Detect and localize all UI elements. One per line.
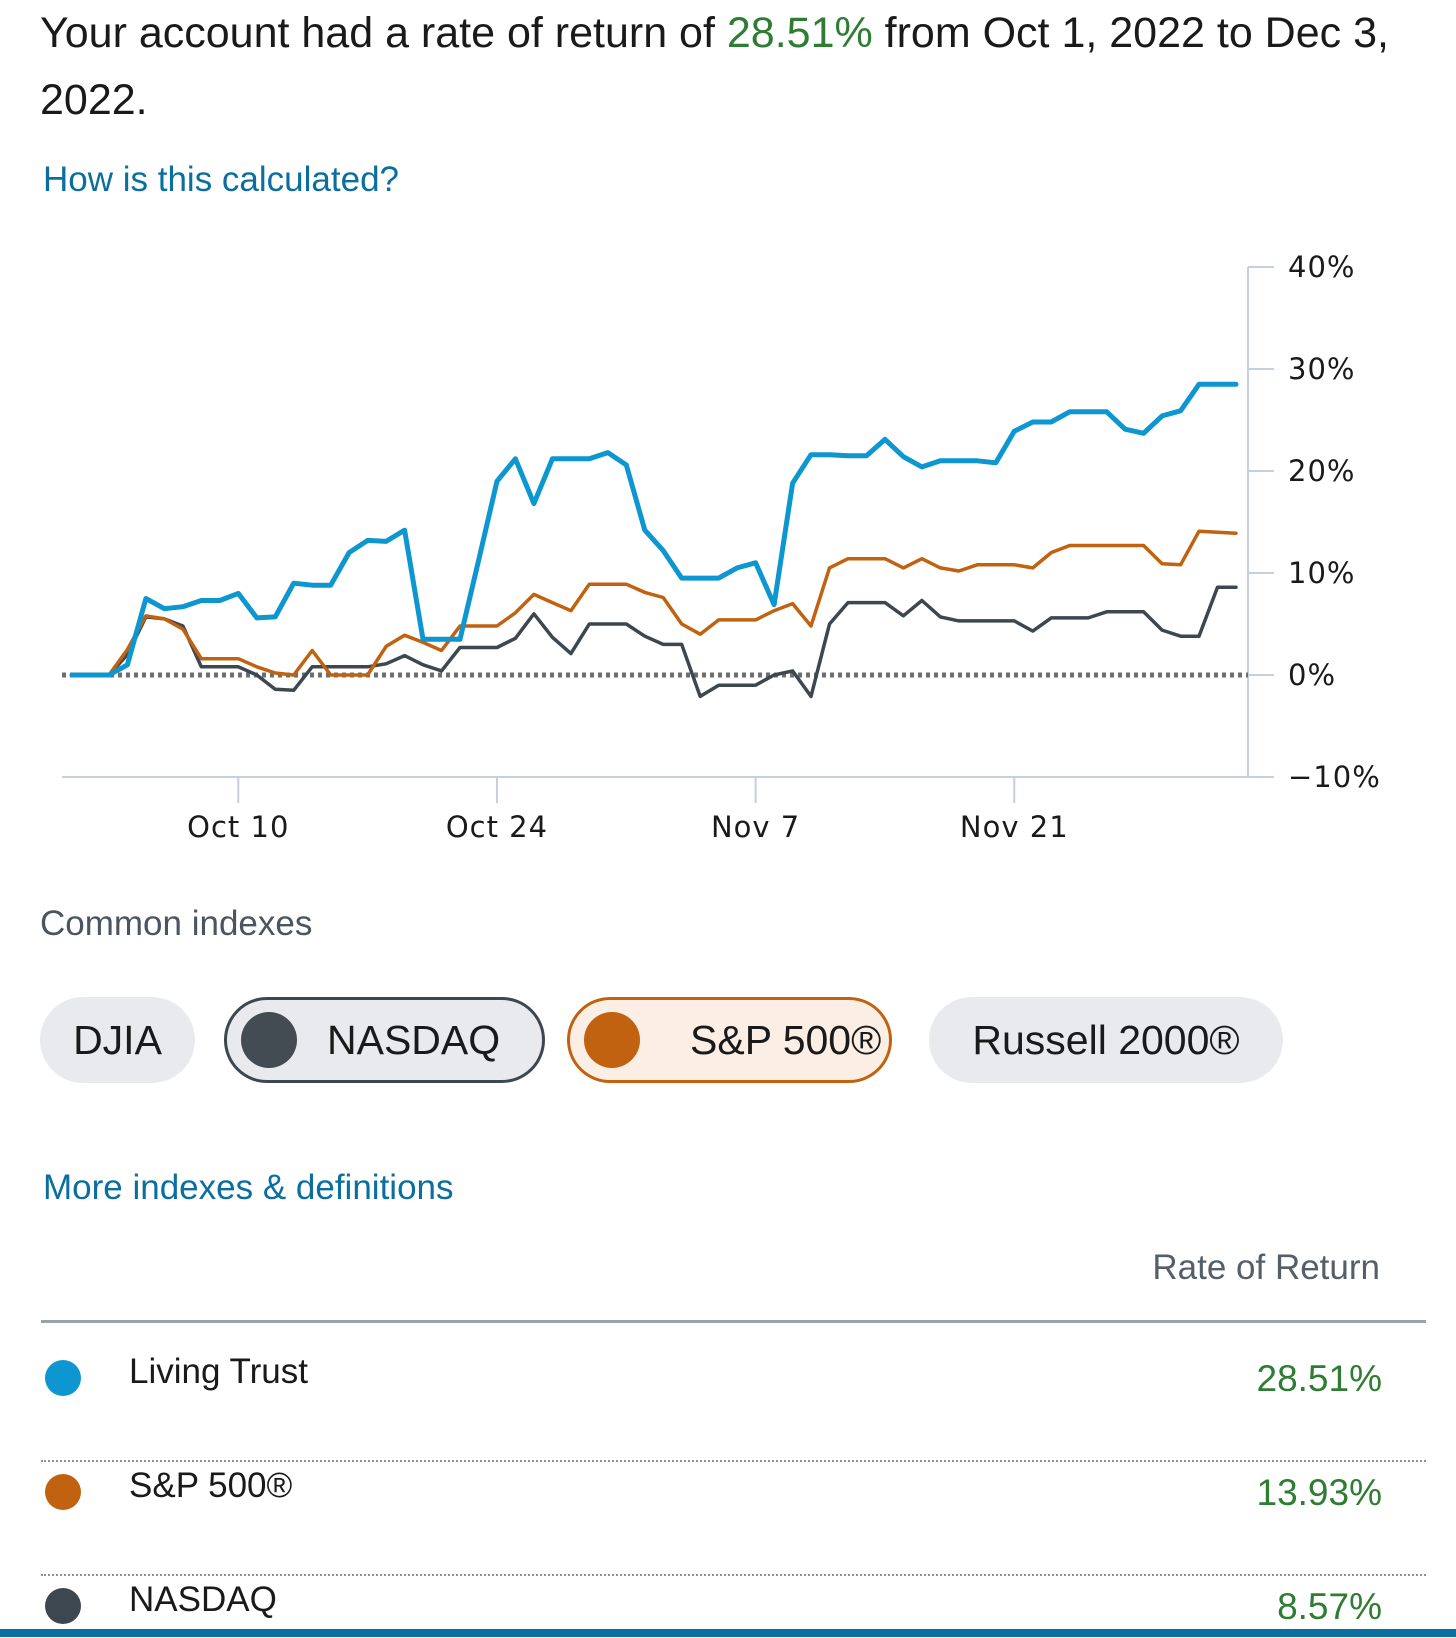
chart-tick-labels: 40% 30% 20% 10% 0% −10% Oct 10 Oct 24 Nov 7 Nov 2… [187,250,1381,840]
djia-chip[interactable]: DJIA [40,997,195,1083]
headline-prefix: Your account had a rate of return of [40,9,727,57]
sp500-chip[interactable]: S&P 500® [567,997,892,1083]
y-tick-label: 10% [1288,556,1355,590]
y-tick-label: −10% [1288,760,1381,794]
x-tick-label: Nov 21 [960,810,1069,840]
row-name: NASDAQ [129,1580,277,1619]
nasdaq-chip-label: NASDAQ [327,1016,501,1063]
row-value: 8.57% [1277,1586,1382,1627]
living-trust-line [69,381,1239,678]
djia-chip-label: DJIA [73,1016,162,1063]
table-row: NASDAQ 8.57% [41,1578,1426,1638]
russell-2000-chip[interactable]: Russell 2000® [929,997,1283,1083]
y-tick-label: 0% [1288,658,1336,692]
sp500-dot-icon [45,1474,81,1510]
russell-chip-label: Russell 2000® [972,1016,1240,1063]
y-tick-label: 30% [1288,352,1355,386]
nasdaq-dot-icon [45,1588,81,1624]
chart-series [69,381,1239,699]
sp500-line [70,529,1238,677]
row-name: S&P 500® [129,1466,293,1505]
x-tick-label: Oct 24 [446,810,548,840]
headline-suffix: from Oct 1, 2022 to Dec 3, 2022. [40,9,1389,124]
table-top-rule [41,1320,1426,1323]
sp500-chip-label: S&P 500® [690,1016,882,1063]
sp500-dot-icon [584,1012,640,1068]
nasdaq-chip[interactable]: NASDAQ [224,997,545,1083]
living-trust-dot-icon [45,1360,81,1396]
x-tick-label: Nov 7 [711,810,800,840]
row-value: 13.93% [1256,1472,1383,1513]
rate-of-return-chart: 40% 30% 20% 10% 0% −10% Oct 10 Oct 24 Nov 7 Nov 2… [62,250,1381,840]
rate-summary-headline: Your account had a rate of return of 28.… [40,0,1430,134]
table-row: Living Trust 28.51% [41,1350,1426,1462]
chart-axes [62,266,1274,803]
y-tick-label: 20% [1288,454,1355,488]
common-indexes-label: Common indexes [40,904,313,943]
row-divider [41,1460,1426,1462]
y-tick-label: 40% [1288,250,1355,284]
x-tick-label: Oct 10 [187,810,289,840]
bottom-accent-bar [0,1629,1456,1637]
rate-of-return-header: Rate of Return [1152,1248,1380,1287]
row-value: 28.51% [1256,1358,1383,1399]
headline-rate: 28.51% [726,9,873,57]
row-divider [41,1574,1426,1576]
nasdaq-dot-icon [241,1012,297,1068]
more-indexes-link[interactable]: More indexes & definitions [43,1168,454,1207]
nasdaq-line [70,585,1238,699]
row-name: Living Trust [129,1352,308,1391]
table-row: S&P 500® 13.93% [41,1464,1426,1576]
how-calculated-link[interactable]: How is this calculated? [43,160,399,199]
